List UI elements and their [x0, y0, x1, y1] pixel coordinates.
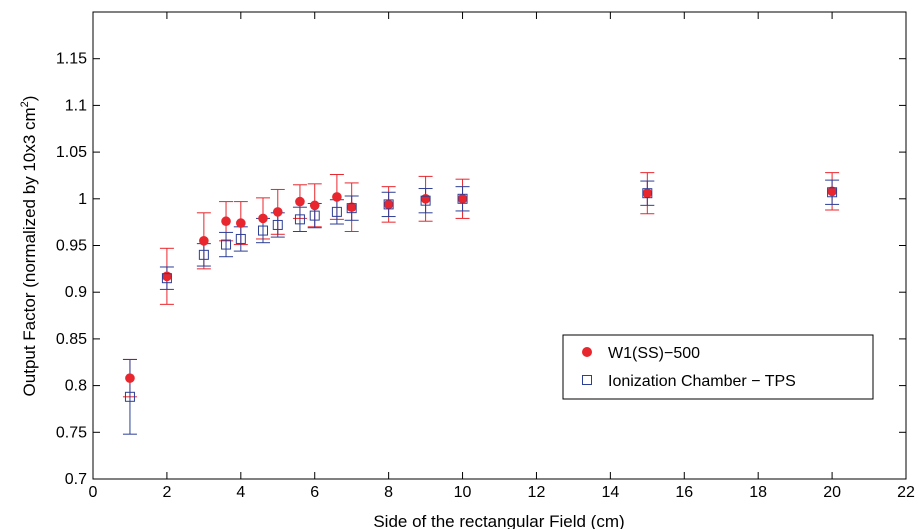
data-point-chamber	[257, 225, 268, 236]
x-tick-label: 18	[749, 484, 767, 501]
y-tick-label: 1.1	[65, 97, 87, 114]
legend-marker-w1	[582, 347, 592, 357]
data-point-chamber	[198, 249, 209, 260]
data-point-w1	[258, 213, 268, 224]
x-tick-label: 10	[454, 484, 472, 501]
legend-label-chamber: Ionization Chamber − TPS	[608, 373, 796, 390]
data-point-chamber	[331, 206, 342, 217]
data-point-w1	[236, 218, 246, 228]
data-point-chamber	[124, 391, 135, 402]
data-point-chamber	[420, 195, 431, 206]
x-tick-label: 22	[897, 484, 915, 501]
data-point-w1	[827, 186, 837, 197]
data-point-w1	[272, 207, 283, 217]
y-tick-label: 0.95	[56, 238, 87, 255]
data-point-chamber	[457, 193, 468, 204]
y-axis-title-close: )	[20, 96, 39, 102]
series-points-1	[124, 187, 838, 402]
x-tick-label: 14	[601, 484, 619, 501]
data-point-w1	[199, 236, 209, 246]
legend-box	[562, 334, 874, 400]
data-point-chamber	[221, 239, 232, 250]
data-point-chamber	[272, 219, 283, 230]
plot-frame	[92, 11, 907, 480]
x-tick-label: 12	[528, 484, 546, 501]
x-tick-label: 8	[384, 484, 393, 501]
x-tick-label: 4	[236, 484, 245, 501]
legend-label-w1: W1(SS)−500	[608, 345, 700, 362]
x-tick-label: 0	[89, 484, 98, 501]
y-tick-label: 1.15	[56, 51, 87, 68]
data-point-w1	[332, 192, 342, 202]
data-point-chamber	[309, 210, 320, 221]
data-point-chamber	[383, 199, 394, 210]
y-axis-title: Output Factor (normalized by 10x3 cm2)	[19, 96, 39, 397]
error-bar	[292, 206, 307, 232]
y-tick-label: 0.75	[56, 424, 87, 441]
x-tick-label: 20	[823, 484, 841, 501]
data-point-chamber	[642, 188, 653, 199]
y-tick-label: 0.85	[56, 331, 87, 348]
ticks-layer: 0 2 4 6 8 10 12 14 16 18 20 22 0.7 0.75 0.8 0.85 0.9 0.95…	[56, 12, 915, 501]
data-point-chamber	[346, 203, 357, 214]
data-point-w1	[383, 199, 394, 210]
data-point-chamber	[294, 214, 305, 225]
data-point-w1	[457, 194, 468, 204]
data-point-w1	[221, 216, 231, 227]
x-tick-label: 16	[675, 484, 693, 501]
data-point-w1	[346, 202, 357, 213]
data-point-w1	[162, 271, 172, 282]
y-tick-label: 0.7	[65, 471, 87, 488]
y-axis-title-sup: 2	[19, 101, 31, 107]
data-point-chamber	[161, 273, 172, 284]
y-tick-label: 0.8	[65, 378, 87, 395]
data-point-w1	[295, 196, 305, 207]
legend: W1(SS)−500 Ionization Chamber − TPS	[562, 334, 874, 400]
legend-marker-chamber	[582, 375, 592, 385]
data-point-chamber	[235, 233, 246, 244]
data-point-w1	[309, 200, 320, 211]
data-point-w1	[420, 194, 431, 204]
data-point-w1	[642, 188, 653, 198]
error-bar	[219, 231, 234, 258]
y-axis-title-main: Output Factor (normalized by 10x3 cm	[20, 107, 39, 396]
data-point-chamber	[827, 187, 838, 198]
error-bar	[122, 358, 137, 435]
data-point-w1	[125, 373, 135, 383]
x-tick-label: 2	[162, 484, 171, 501]
y-tick-label: 1.05	[56, 144, 87, 161]
x-axis-title: Side of the rectangular Field (cm)	[373, 512, 624, 529]
x-tick-label: 6	[310, 484, 319, 501]
y-tick-label: 0.9	[65, 284, 87, 301]
y-tick-label: 1	[78, 191, 87, 208]
marks-layer	[122, 172, 840, 435]
